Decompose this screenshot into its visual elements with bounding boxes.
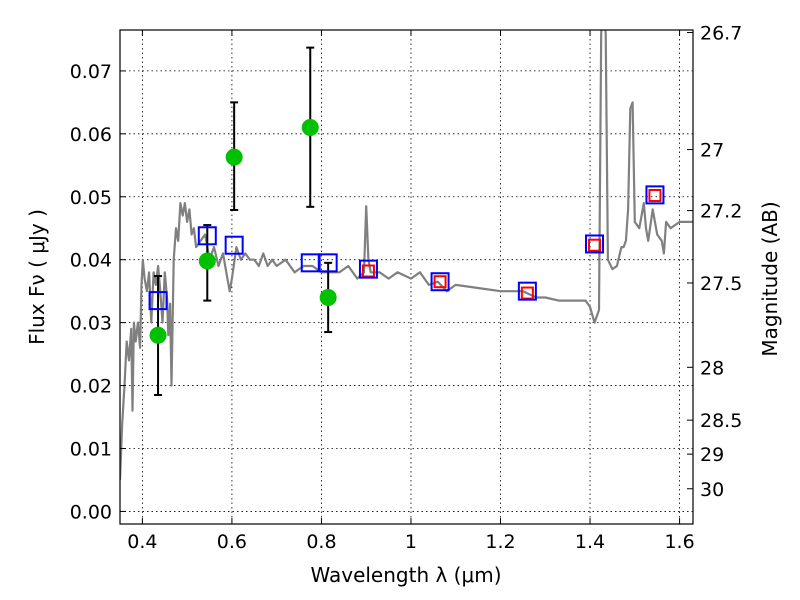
x-tick-label: 1.6 [664,531,694,553]
right-tick-label: 27 [700,140,724,162]
blue-model-square [197,226,217,246]
observed-point [198,252,216,270]
y-axis-label: Flux Fν ( μJy ) [25,209,49,345]
right-tick-label: 26.7 [700,23,742,45]
observed-point [301,119,319,137]
red-model-square [520,286,534,300]
observed-point [149,326,167,344]
blue-model-square [430,272,450,292]
y-tick-label: 0.03 [70,313,112,335]
blue-model-square [358,259,378,279]
blue-model-square [224,235,244,255]
blue-model-square [318,253,338,273]
right-tick-label: 28 [700,357,724,379]
y-tick-label: 0.06 [70,124,112,146]
x-axis-label: Wavelength λ (μm) [310,563,501,587]
red-model-square [588,238,602,252]
plot-area [120,30,693,480]
red-model-square [648,189,662,203]
blue-model-square [645,185,665,205]
x-tick-label: 1 [405,531,417,553]
y-tick-label: 0.00 [70,501,112,523]
x-tick-label: 0.8 [306,531,336,553]
right-tick-label: 27.2 [700,201,742,223]
y-tick-label: 0.04 [70,250,112,272]
red-model-square [361,264,375,278]
axes: 0.4 0.6 0.8 1 1.2 1.4 1.6 0.00 0.01 0.02 0.03 0.04 0… [70,23,743,553]
right-tick-label: 28.5 [700,410,742,432]
blue-model-square [148,291,168,311]
x-tick-label: 0.6 [217,531,247,553]
y-tick-label: 0.05 [70,187,112,209]
x-tick-label: 1.4 [575,531,605,553]
spectrum-line [120,30,693,480]
right-tick-label: 29 [700,444,724,466]
x-tick-label: 1.2 [485,531,515,553]
right-axis-label: Magnitude (AB) [758,201,782,356]
observed-point [319,288,337,306]
y-tick-label: 0.07 [70,61,112,83]
right-tick-label: 30 [700,479,724,501]
y-tick-label: 0.02 [70,376,112,398]
right-tick-label: 27.5 [700,273,742,295]
plot-frame [119,29,694,525]
y-tick-label: 0.01 [70,438,112,460]
observed-point [225,148,243,166]
red-model-square [433,275,447,289]
blue-model-square [517,281,537,301]
blue-model-square [585,234,605,254]
x-tick-label: 0.4 [127,531,157,553]
